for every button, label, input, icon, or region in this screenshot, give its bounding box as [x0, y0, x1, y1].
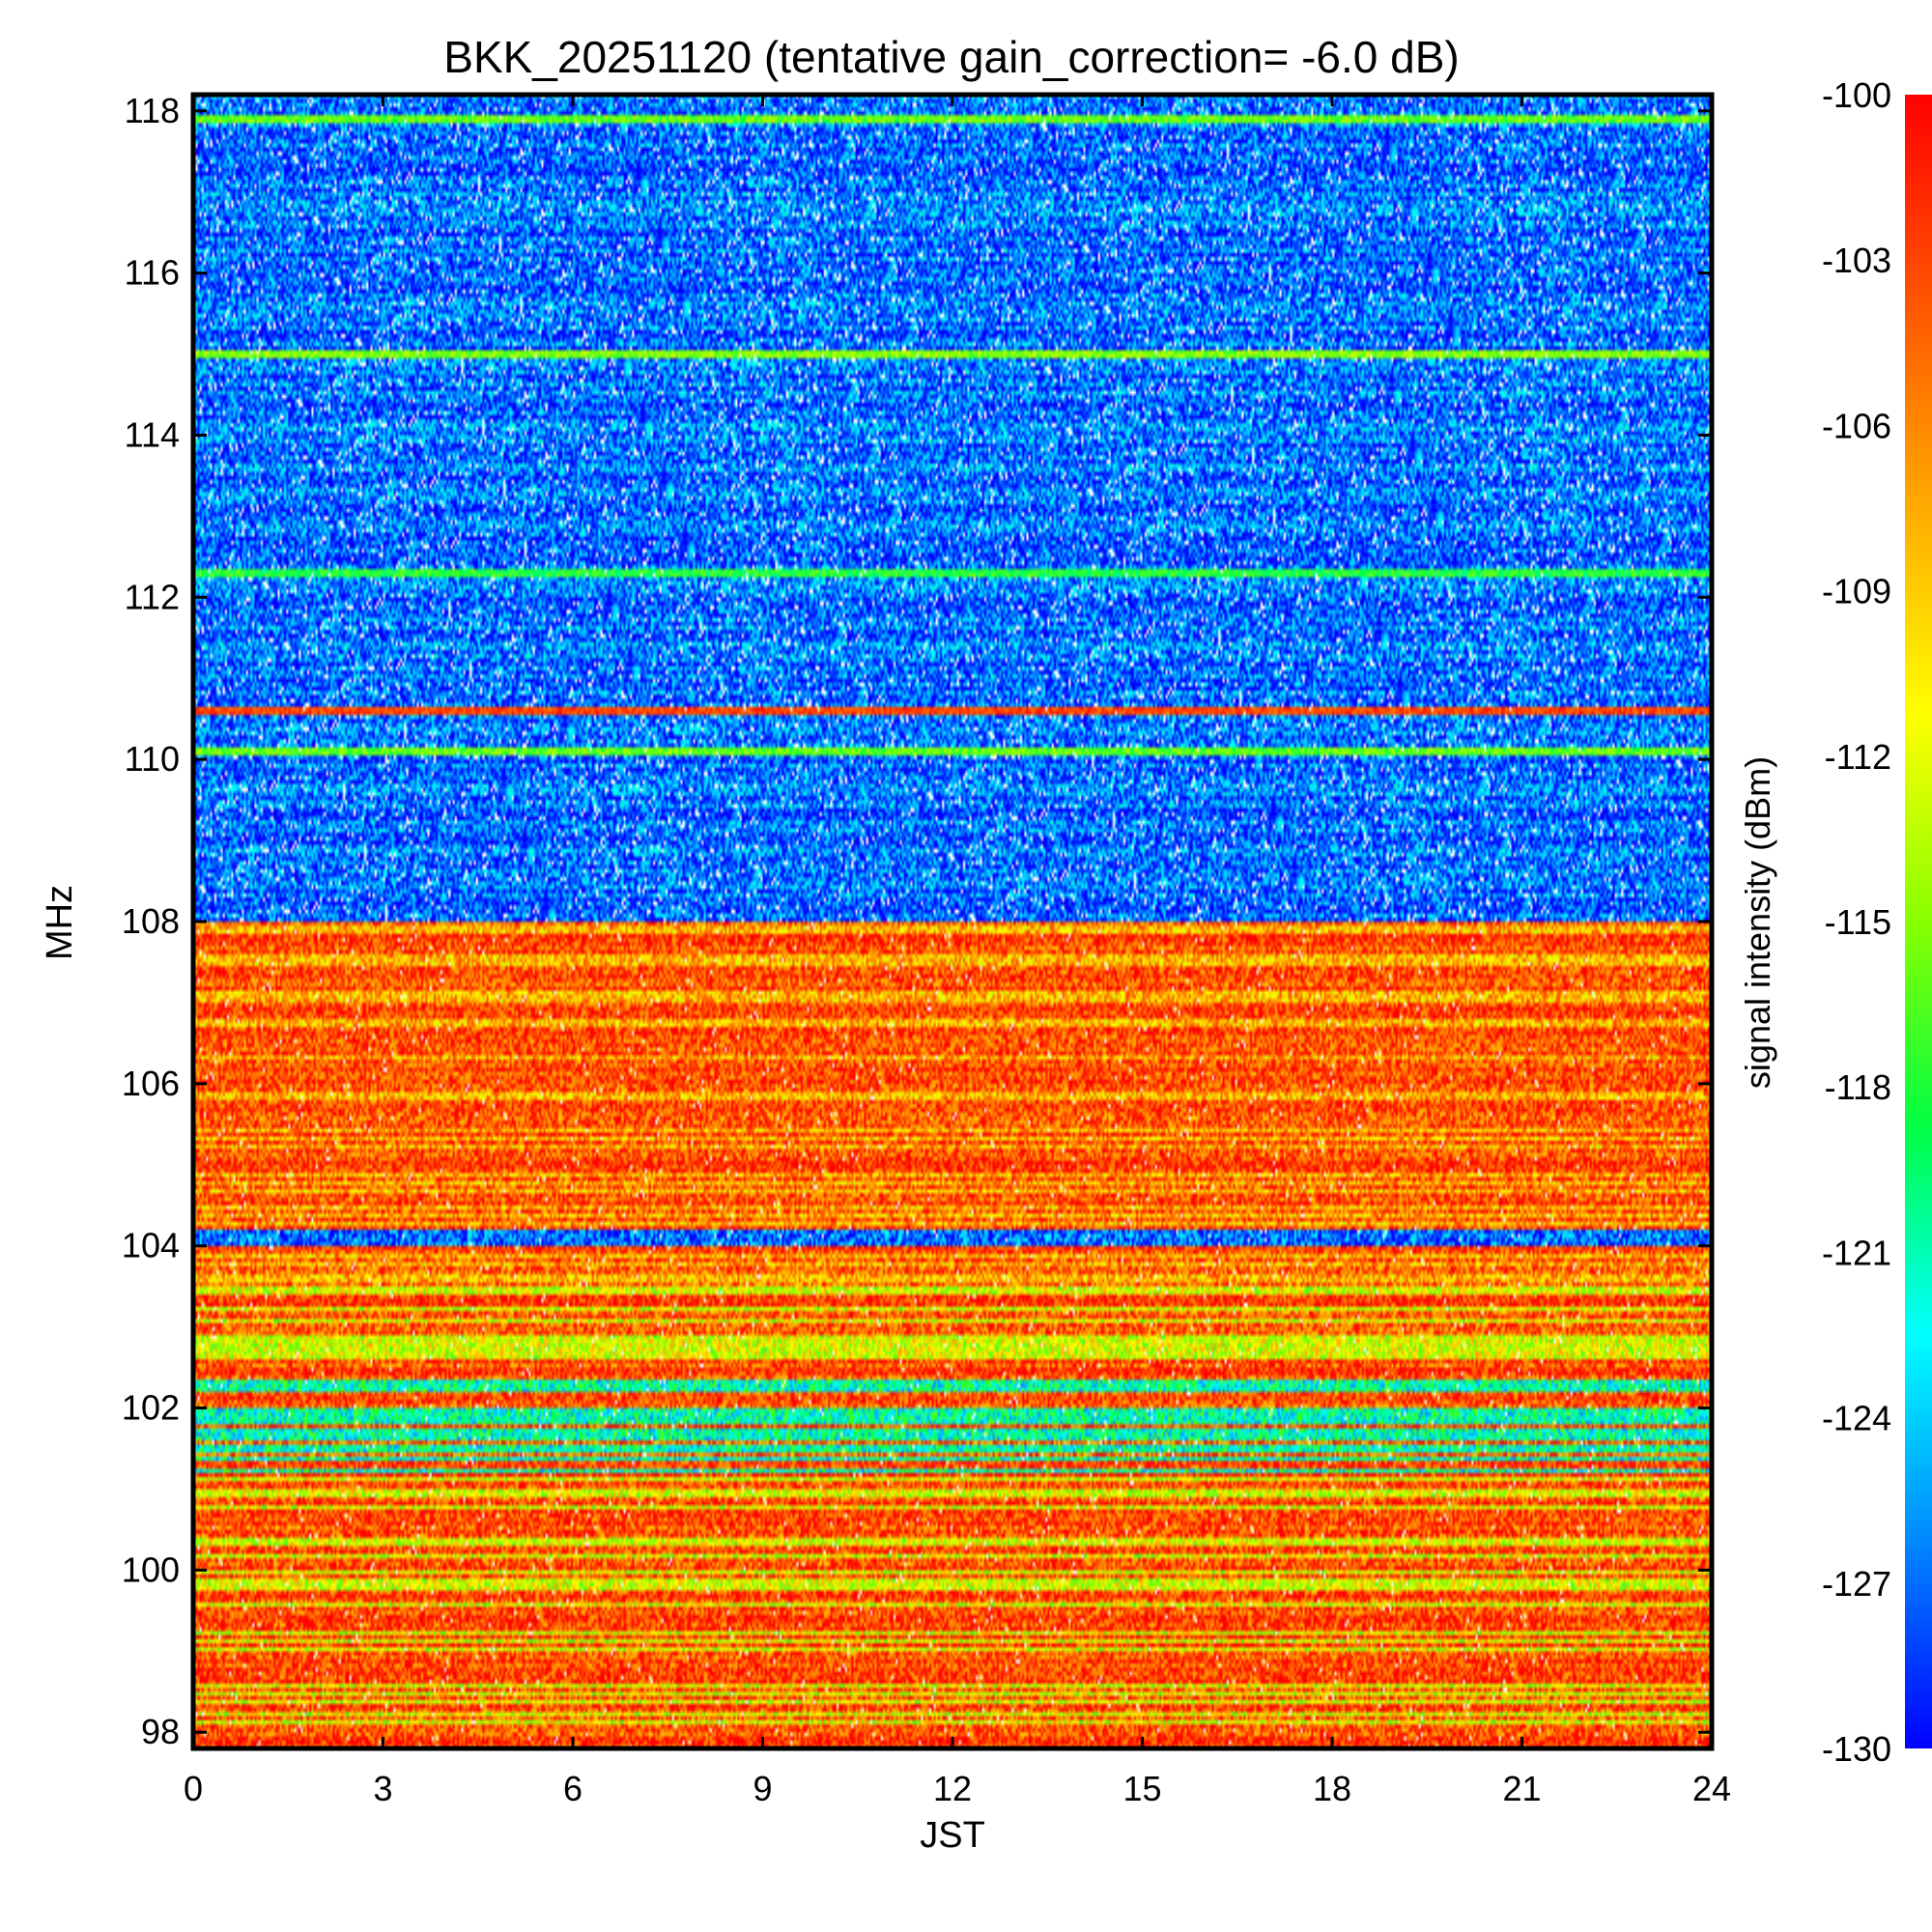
y-tick-label: 114	[125, 414, 180, 454]
colorbar-tick-label: -130	[1822, 1729, 1891, 1769]
y-tick-label: 106	[122, 1064, 180, 1103]
x-tick-label: 21	[1502, 1769, 1541, 1808]
y-axis-label: MHz	[40, 885, 80, 960]
colorbar-label: signal intensity (dBm)	[1738, 756, 1777, 1089]
colorbar-tick-label: -121	[1822, 1233, 1891, 1272]
colorbar-tick-label: -100	[1822, 75, 1891, 115]
x-tick-label: 18	[1313, 1769, 1351, 1808]
colorbar-tick-label: -112	[1825, 737, 1891, 777]
y-tick-label: 100	[122, 1549, 180, 1589]
y-tick-label: 102	[122, 1388, 180, 1428]
chart-title: BKK_20251120 (tentative gain_correction=…	[443, 32, 1459, 82]
y-axis: 98 100 102 104 106 108 110 112 114 116 118	[122, 91, 1712, 1751]
plot-area	[190, 92, 1715, 1751]
x-tick-label: 0	[184, 1769, 203, 1808]
x-axis-label: JST	[920, 1815, 985, 1856]
spectrogram-heatmap	[193, 95, 1712, 1748]
colorbar-tick-label: -127	[1822, 1564, 1891, 1604]
y-tick-label: 110	[125, 739, 180, 779]
x-axis: 0 3 6 9 12 15 18 21 24	[184, 95, 1731, 1808]
x-tick-label: 9	[753, 1769, 772, 1808]
x-tick-label: 12	[933, 1769, 972, 1808]
colorbar-tick-label: -106	[1822, 406, 1891, 445]
colorbar-gradient	[1905, 95, 1932, 1748]
colorbar-tick-label: -118	[1825, 1067, 1891, 1107]
y-tick-label: 104	[122, 1226, 180, 1265]
x-tick-label: 15	[1122, 1769, 1161, 1808]
y-tick-label: 112	[125, 577, 180, 616]
y-tick-label: 98	[141, 1712, 180, 1751]
colorbar-tick-label: -109	[1822, 572, 1891, 611]
colorbar-tick-label: -124	[1822, 1399, 1891, 1438]
x-tick-label: 3	[373, 1769, 392, 1808]
y-tick-label: 116	[125, 253, 180, 293]
colorbar-tick-label: -103	[1822, 241, 1891, 280]
colorbar-tick-label: -115	[1825, 902, 1891, 942]
x-tick-label: 24	[1692, 1769, 1731, 1808]
y-tick-label: 118	[125, 91, 180, 130]
colorbar-ticks: -100 -103 -106 -109 -112 -115 -118 -121 -124 -127…	[1822, 75, 1891, 1769]
colorbar: -100 -103 -106 -109 -112 -115 -118 -121 -124 -127…	[1738, 75, 1932, 1769]
x-tick-label: 6	[563, 1769, 582, 1808]
y-tick-label: 108	[122, 901, 180, 941]
